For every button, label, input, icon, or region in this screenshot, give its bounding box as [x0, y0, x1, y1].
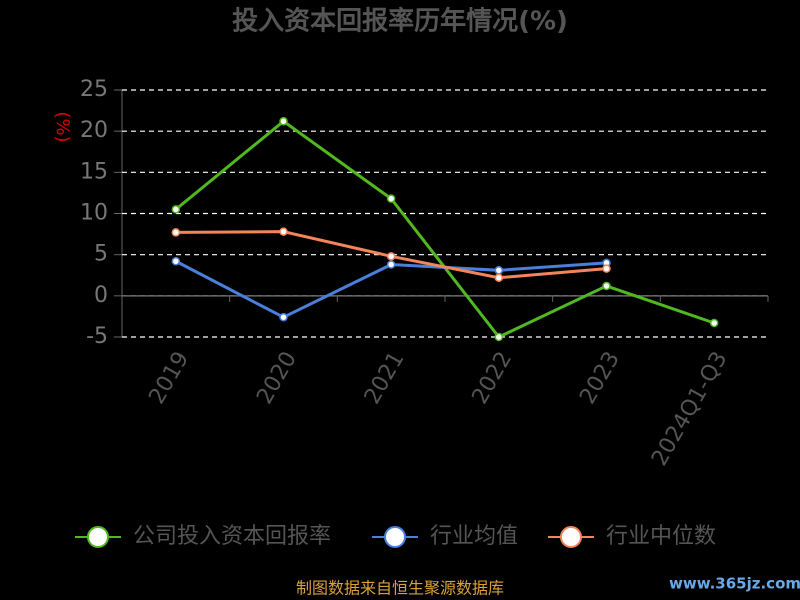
data-point	[494, 332, 504, 342]
x-tick-label: 2021	[360, 348, 410, 409]
data-point	[279, 117, 288, 126]
chart-title: 投入资本回报率历年情况(%)	[232, 6, 568, 37]
y-tick-label: 5	[94, 242, 108, 267]
watermark: www.365jz.com	[669, 575, 800, 593]
series-line	[175, 259, 607, 319]
data-point	[279, 312, 288, 322]
source-note: 制图数据来自恒生聚源数据库	[296, 579, 504, 598]
data-point	[171, 257, 181, 266]
data-point	[602, 281, 611, 291]
y-axis-label: (%)	[52, 111, 73, 142]
legend-marker	[560, 526, 582, 548]
legend-label: 公司投入资本回报率	[133, 524, 331, 549]
x-tick-label: 2019	[145, 348, 195, 409]
legend-marker	[87, 526, 109, 548]
data-point	[386, 260, 396, 269]
data-point	[386, 194, 396, 203]
data-point	[494, 266, 504, 275]
data-point	[386, 252, 396, 261]
data-point	[494, 273, 504, 282]
y-tick-label: -5	[86, 324, 108, 349]
data-point	[171, 228, 181, 237]
y-tick-label: 10	[80, 201, 108, 226]
legend-label: 行业中位数	[606, 524, 716, 549]
y-tick-label: 20	[80, 118, 108, 143]
y-tick-label: 25	[80, 77, 108, 102]
legend-label: 行业均值	[430, 524, 518, 549]
data-point	[279, 227, 288, 236]
data-point	[171, 205, 181, 214]
y-tick-label: 0	[94, 283, 108, 308]
y-tick-label: 15	[80, 159, 108, 184]
data-point	[602, 264, 611, 273]
x-tick-label: 2020	[252, 348, 302, 409]
data-point	[709, 318, 719, 328]
legend-marker	[384, 526, 406, 548]
x-tick-label: 2022	[468, 348, 518, 409]
x-tick-label: 2024Q1-Q3	[647, 348, 732, 471]
x-tick-label: 2023	[575, 348, 625, 409]
